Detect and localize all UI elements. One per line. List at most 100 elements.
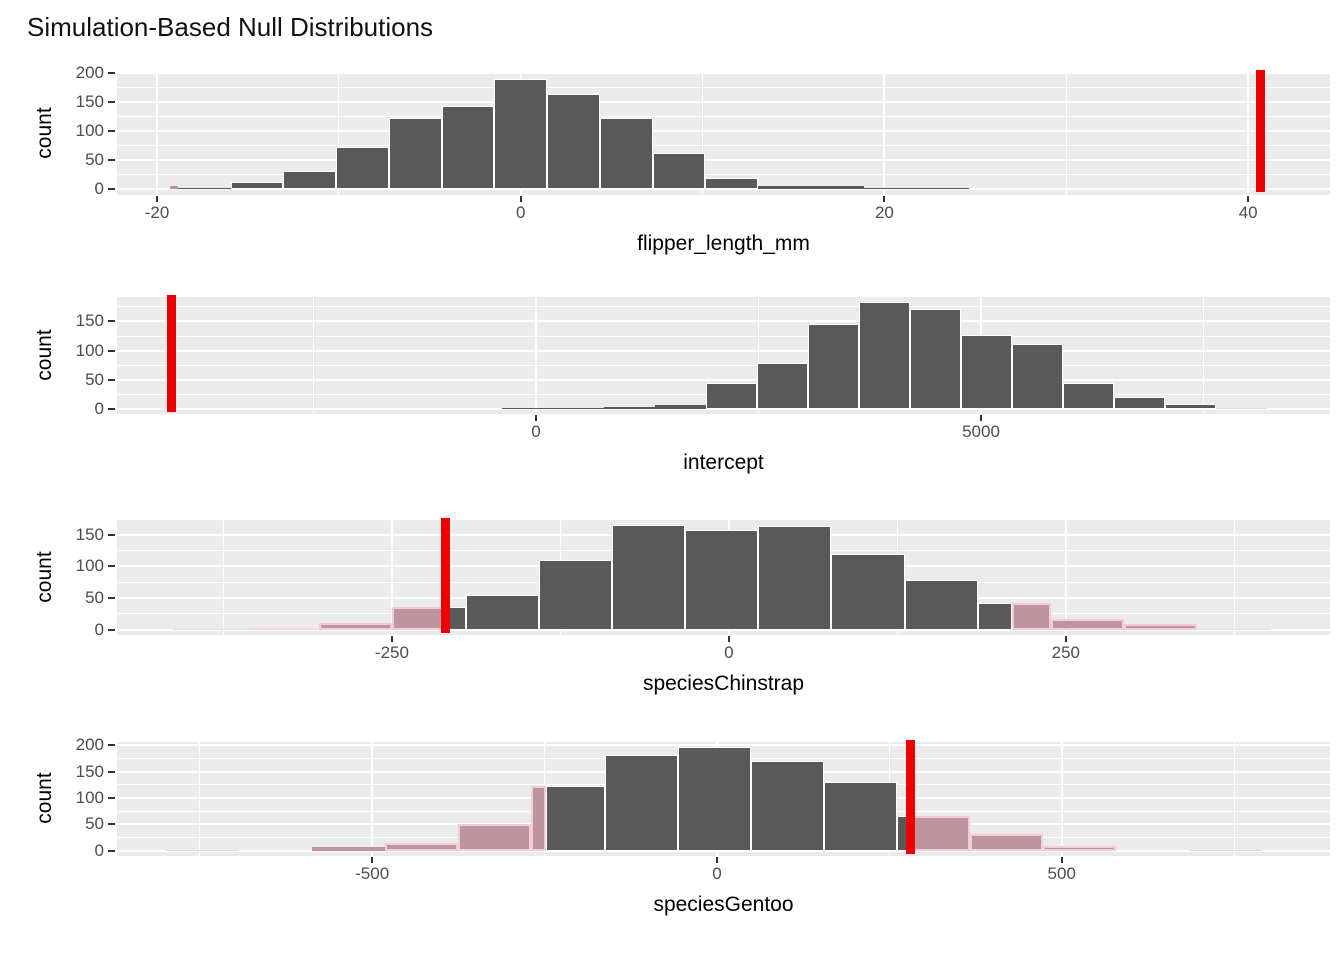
histogram-bar bbox=[685, 529, 759, 630]
histogram-bar bbox=[705, 177, 759, 190]
grid-line-major-y bbox=[117, 71, 1330, 74]
grid-line-minor-y bbox=[117, 174, 1330, 176]
y-tick-label: 0 bbox=[94, 619, 104, 639]
grid-line-major-y bbox=[117, 378, 1330, 381]
y-tick-label: 100 bbox=[75, 787, 104, 807]
x-tick-label: 40 bbox=[1238, 203, 1258, 222]
x-tick-mark bbox=[1064, 636, 1067, 642]
histogram-bar bbox=[388, 118, 442, 190]
y-tick-mark bbox=[108, 796, 115, 799]
x-tick-mark bbox=[519, 196, 522, 202]
histogram-bar bbox=[863, 188, 917, 190]
observed-stat-line bbox=[166, 295, 176, 412]
y-tick-mark bbox=[108, 744, 115, 747]
x-tick-label: -500 bbox=[355, 864, 390, 883]
y-tick-label: 150 bbox=[75, 311, 104, 331]
grid-line-minor-x bbox=[1065, 72, 1067, 195]
shaded-histogram-bar bbox=[1189, 849, 1263, 851]
observed-stat-line bbox=[441, 518, 451, 633]
grid-line-major-x bbox=[883, 72, 886, 195]
grid-line-minor-x bbox=[1203, 297, 1205, 414]
grid-line-major-y bbox=[117, 628, 1330, 631]
histogram-bar bbox=[706, 382, 757, 409]
histogram-bar bbox=[604, 406, 655, 409]
y-tick-label: 0 bbox=[94, 398, 104, 418]
shaded-histogram-bar bbox=[245, 627, 320, 630]
grid-line-minor-x bbox=[338, 72, 340, 195]
shaded-histogram-bar bbox=[165, 849, 240, 851]
grid-line-minor-y bbox=[117, 306, 1330, 308]
histogram-bar bbox=[808, 324, 859, 409]
histogram-bar bbox=[538, 560, 612, 630]
grid-line-major-x bbox=[535, 297, 538, 414]
x-tick-label: 0 bbox=[712, 864, 722, 883]
y-tick-mark bbox=[108, 628, 115, 631]
x-tick-mark bbox=[535, 415, 538, 421]
x-tick-label: 0 bbox=[515, 203, 526, 222]
shaded-histogram-bar bbox=[1215, 407, 1267, 409]
shaded-histogram-bar bbox=[970, 833, 1044, 851]
observed-stat-line bbox=[1256, 70, 1266, 193]
grid-line-major-y bbox=[117, 101, 1330, 104]
grid-line-minor-y bbox=[117, 145, 1330, 147]
grid-line-major-x bbox=[1064, 520, 1067, 635]
grid-line-minor-x bbox=[313, 297, 314, 414]
grid-line-minor-x bbox=[222, 520, 224, 635]
grid-line-minor-x bbox=[1233, 742, 1235, 856]
y-tick-mark bbox=[108, 770, 115, 773]
x-tick-mark bbox=[156, 196, 158, 202]
y-tick-label: 150 bbox=[75, 92, 104, 112]
histogram-bar bbox=[1164, 404, 1216, 409]
histogram-bar bbox=[859, 302, 910, 409]
histogram-bar bbox=[553, 407, 604, 409]
grid-line-major-y bbox=[117, 849, 1330, 852]
y-tick-label: 200 bbox=[75, 735, 104, 755]
grid-line-minor-y bbox=[117, 116, 1330, 118]
x-axis-title: speciesGentoo bbox=[653, 893, 794, 916]
x-tick-mark bbox=[371, 857, 374, 863]
x-tick-label: 5000 bbox=[962, 422, 1000, 441]
x-axis-title: speciesChinstrap bbox=[642, 672, 805, 695]
grid-line-major-y bbox=[117, 349, 1330, 352]
shaded-histogram-bar bbox=[1011, 602, 1051, 630]
histogram-bar bbox=[545, 785, 605, 851]
grid-line-minor-x bbox=[702, 72, 704, 195]
histogram-bar bbox=[810, 186, 864, 190]
shaded-histogram-bar bbox=[1043, 845, 1117, 851]
histogram-bar bbox=[910, 308, 961, 409]
grid-line-major-x bbox=[156, 72, 158, 195]
histogram-bar bbox=[336, 146, 389, 190]
grid-line-minor-x bbox=[758, 297, 760, 414]
histogram-bar bbox=[599, 118, 653, 190]
y-tick-mark bbox=[108, 597, 115, 600]
histogram-bar bbox=[547, 94, 600, 190]
grid-line-minor-x bbox=[199, 742, 201, 856]
shaded-histogram-bar bbox=[531, 785, 546, 851]
x-tick-label: 0 bbox=[724, 643, 734, 662]
histogram-bar bbox=[823, 782, 897, 851]
grid-line-major-x bbox=[1060, 742, 1063, 856]
grid-line-minor-y bbox=[117, 335, 1330, 337]
x-tick-label: 0 bbox=[531, 422, 541, 441]
histogram-bar bbox=[441, 105, 495, 190]
histogram-bar bbox=[177, 187, 231, 190]
y-tick-label: 50 bbox=[85, 814, 104, 834]
y-tick-mark bbox=[108, 349, 115, 352]
y-tick-mark bbox=[108, 378, 115, 381]
shaded-histogram-bar bbox=[312, 847, 386, 851]
grid-line-minor-x bbox=[1233, 520, 1235, 635]
x-tick-mark bbox=[1247, 196, 1250, 202]
histogram-bar bbox=[977, 602, 1012, 630]
grid-line-major-y bbox=[117, 188, 1330, 191]
y-tick-label: 50 bbox=[85, 150, 104, 170]
x-tick-mark bbox=[727, 636, 730, 642]
grid-line-major-y bbox=[117, 320, 1330, 323]
y-tick-mark bbox=[108, 71, 115, 74]
x-axis-title: flipper_length_mm bbox=[637, 232, 810, 255]
shaded-histogram-bar bbox=[319, 622, 393, 630]
grid-line-minor-y bbox=[117, 364, 1330, 366]
histogram-bar bbox=[1062, 382, 1114, 409]
x-tick-label: 250 bbox=[1051, 643, 1081, 662]
y-tick-mark bbox=[108, 565, 115, 568]
x-tick-mark bbox=[1060, 857, 1063, 863]
